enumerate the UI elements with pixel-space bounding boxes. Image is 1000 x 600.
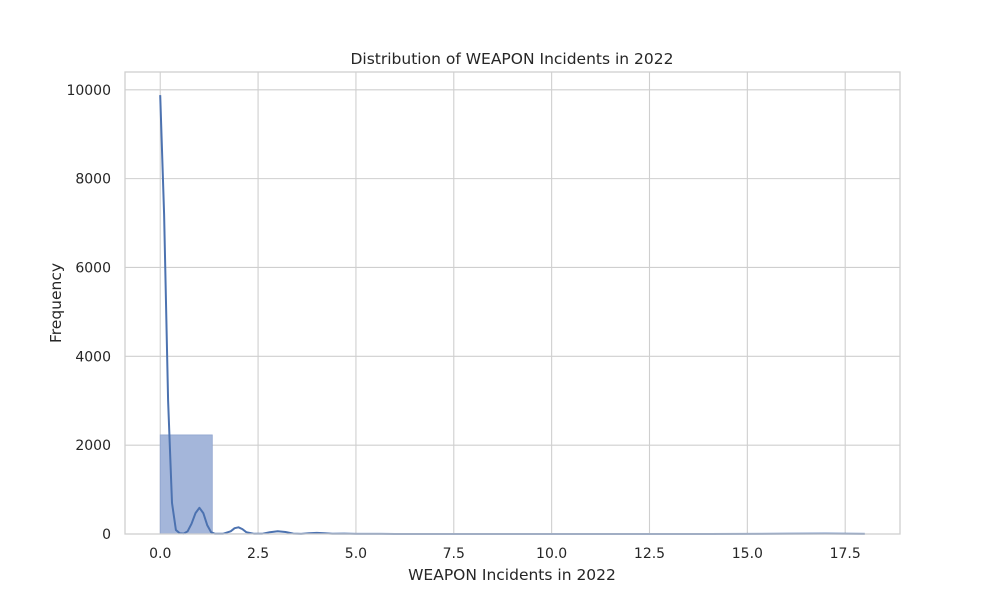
x-tick-label: 0.0 (149, 546, 171, 562)
y-tick-label: 10000 (66, 83, 111, 99)
y-tick-label: 8000 (75, 172, 111, 188)
y-tick-label: 0 (102, 527, 111, 543)
kde-curve-group (159, 95, 865, 535)
x-tick-label: 10.0 (536, 546, 567, 562)
histogram-bar (159, 434, 213, 535)
x-tick-label: 17.5 (830, 546, 861, 562)
chart-title: Distribution of WEAPON Incidents in 2022 (350, 50, 673, 68)
x-tick-labels: 0.0 2.5 5.0 7.5 10.0 12.5 15.0 17.5 (149, 546, 861, 562)
x-tick-label: 12.5 (634, 546, 665, 562)
y-tick-labels: 0 2000 4000 6000 8000 10000 (66, 83, 111, 543)
y-tick-label: 4000 (75, 349, 111, 365)
x-tick-label: 15.0 (732, 546, 763, 562)
kde-line (159, 95, 865, 535)
y-tick-label: 6000 (75, 260, 111, 276)
histogram-bars (159, 434, 422, 535)
x-axis-label: WEAPON Incidents in 2022 (408, 566, 616, 584)
x-tick-label: 2.5 (247, 546, 269, 562)
plot-frame (124, 71, 901, 535)
y-tick-label: 2000 (75, 438, 111, 454)
y-gridlines (125, 89, 900, 535)
x-tick-label: 5.0 (345, 546, 367, 562)
x-tick-label: 7.5 (443, 546, 465, 562)
y-axis-label: Frequency (47, 263, 65, 343)
x-gridlines (159, 72, 846, 534)
